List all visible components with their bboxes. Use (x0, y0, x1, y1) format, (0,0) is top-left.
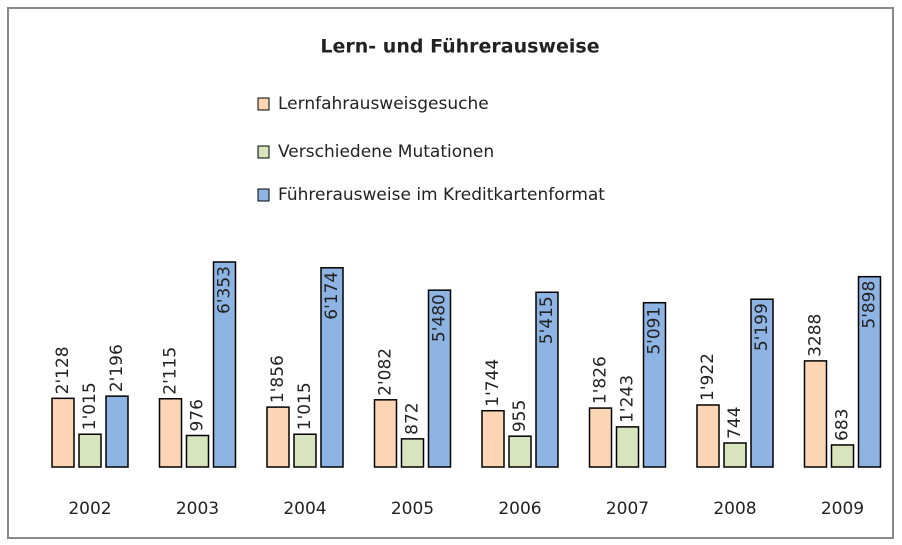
x-tick-label: 2006 (498, 499, 541, 519)
bar (830, 444, 855, 468)
x-tick-label: 2009 (821, 499, 864, 519)
bar (508, 435, 532, 468)
x-tick-label: 2007 (606, 499, 649, 519)
bar (373, 399, 398, 468)
data-label: 1'922 (698, 353, 718, 401)
bar (51, 397, 75, 468)
data-label: 5'480 (430, 294, 450, 342)
data-label: 1'826 (591, 356, 611, 404)
data-label: 6'174 (322, 272, 342, 320)
legend-swatch (257, 97, 270, 111)
bar (481, 409, 505, 468)
bar (642, 301, 667, 468)
bar (400, 438, 425, 468)
bar (266, 406, 290, 468)
data-label: 1'015 (295, 382, 315, 430)
bar (588, 407, 613, 468)
bar (723, 442, 747, 468)
bar (293, 433, 317, 468)
data-label: 955 (510, 400, 530, 432)
data-label: 1'015 (80, 382, 100, 430)
data-label: 1'243 (618, 375, 638, 423)
bar (158, 398, 183, 468)
legend-label: Lernfahrausweisgesuche (278, 94, 489, 114)
bar (427, 289, 452, 468)
bar (78, 433, 102, 468)
data-label: 872 (403, 402, 423, 434)
x-tick-label: 2003 (176, 499, 219, 519)
bar (320, 267, 344, 468)
bar (696, 404, 720, 468)
bar (535, 291, 559, 468)
data-label: 5'898 (860, 281, 880, 329)
bar (750, 298, 774, 468)
data-label: 5'199 (752, 303, 772, 351)
bar (212, 261, 237, 468)
legend-label: Verschiedene Mutationen (278, 142, 494, 162)
legend-swatch (257, 145, 270, 159)
data-label: 1'744 (483, 359, 503, 407)
legend-label: Führerausweise im Kreditkartenformat (278, 185, 605, 205)
data-label: 2'082 (376, 348, 396, 396)
data-label: 2'115 (161, 347, 181, 395)
bar (857, 275, 882, 468)
data-label: 3288 (806, 314, 826, 357)
chart-title: Lern- und Führerausweise (320, 36, 599, 58)
x-tick-label: 2008 (713, 499, 756, 519)
data-label: 6'353 (215, 266, 235, 314)
data-label: 2'196 (107, 344, 127, 392)
x-tick-label: 2005 (391, 499, 434, 519)
data-label: 1'856 (268, 355, 288, 403)
data-label: 683 (833, 409, 853, 441)
data-label: 5'091 (645, 307, 665, 355)
data-label: 744 (725, 407, 745, 439)
bar (615, 426, 640, 468)
bar (803, 360, 828, 468)
data-label: 2'128 (53, 346, 73, 394)
legend-swatch (257, 188, 270, 202)
data-label: 976 (188, 399, 208, 431)
x-tick-label: 2002 (68, 499, 111, 519)
data-label: 5'415 (537, 296, 557, 344)
bar (105, 395, 129, 468)
bar (185, 434, 210, 468)
x-tick-label: 2004 (283, 499, 326, 519)
